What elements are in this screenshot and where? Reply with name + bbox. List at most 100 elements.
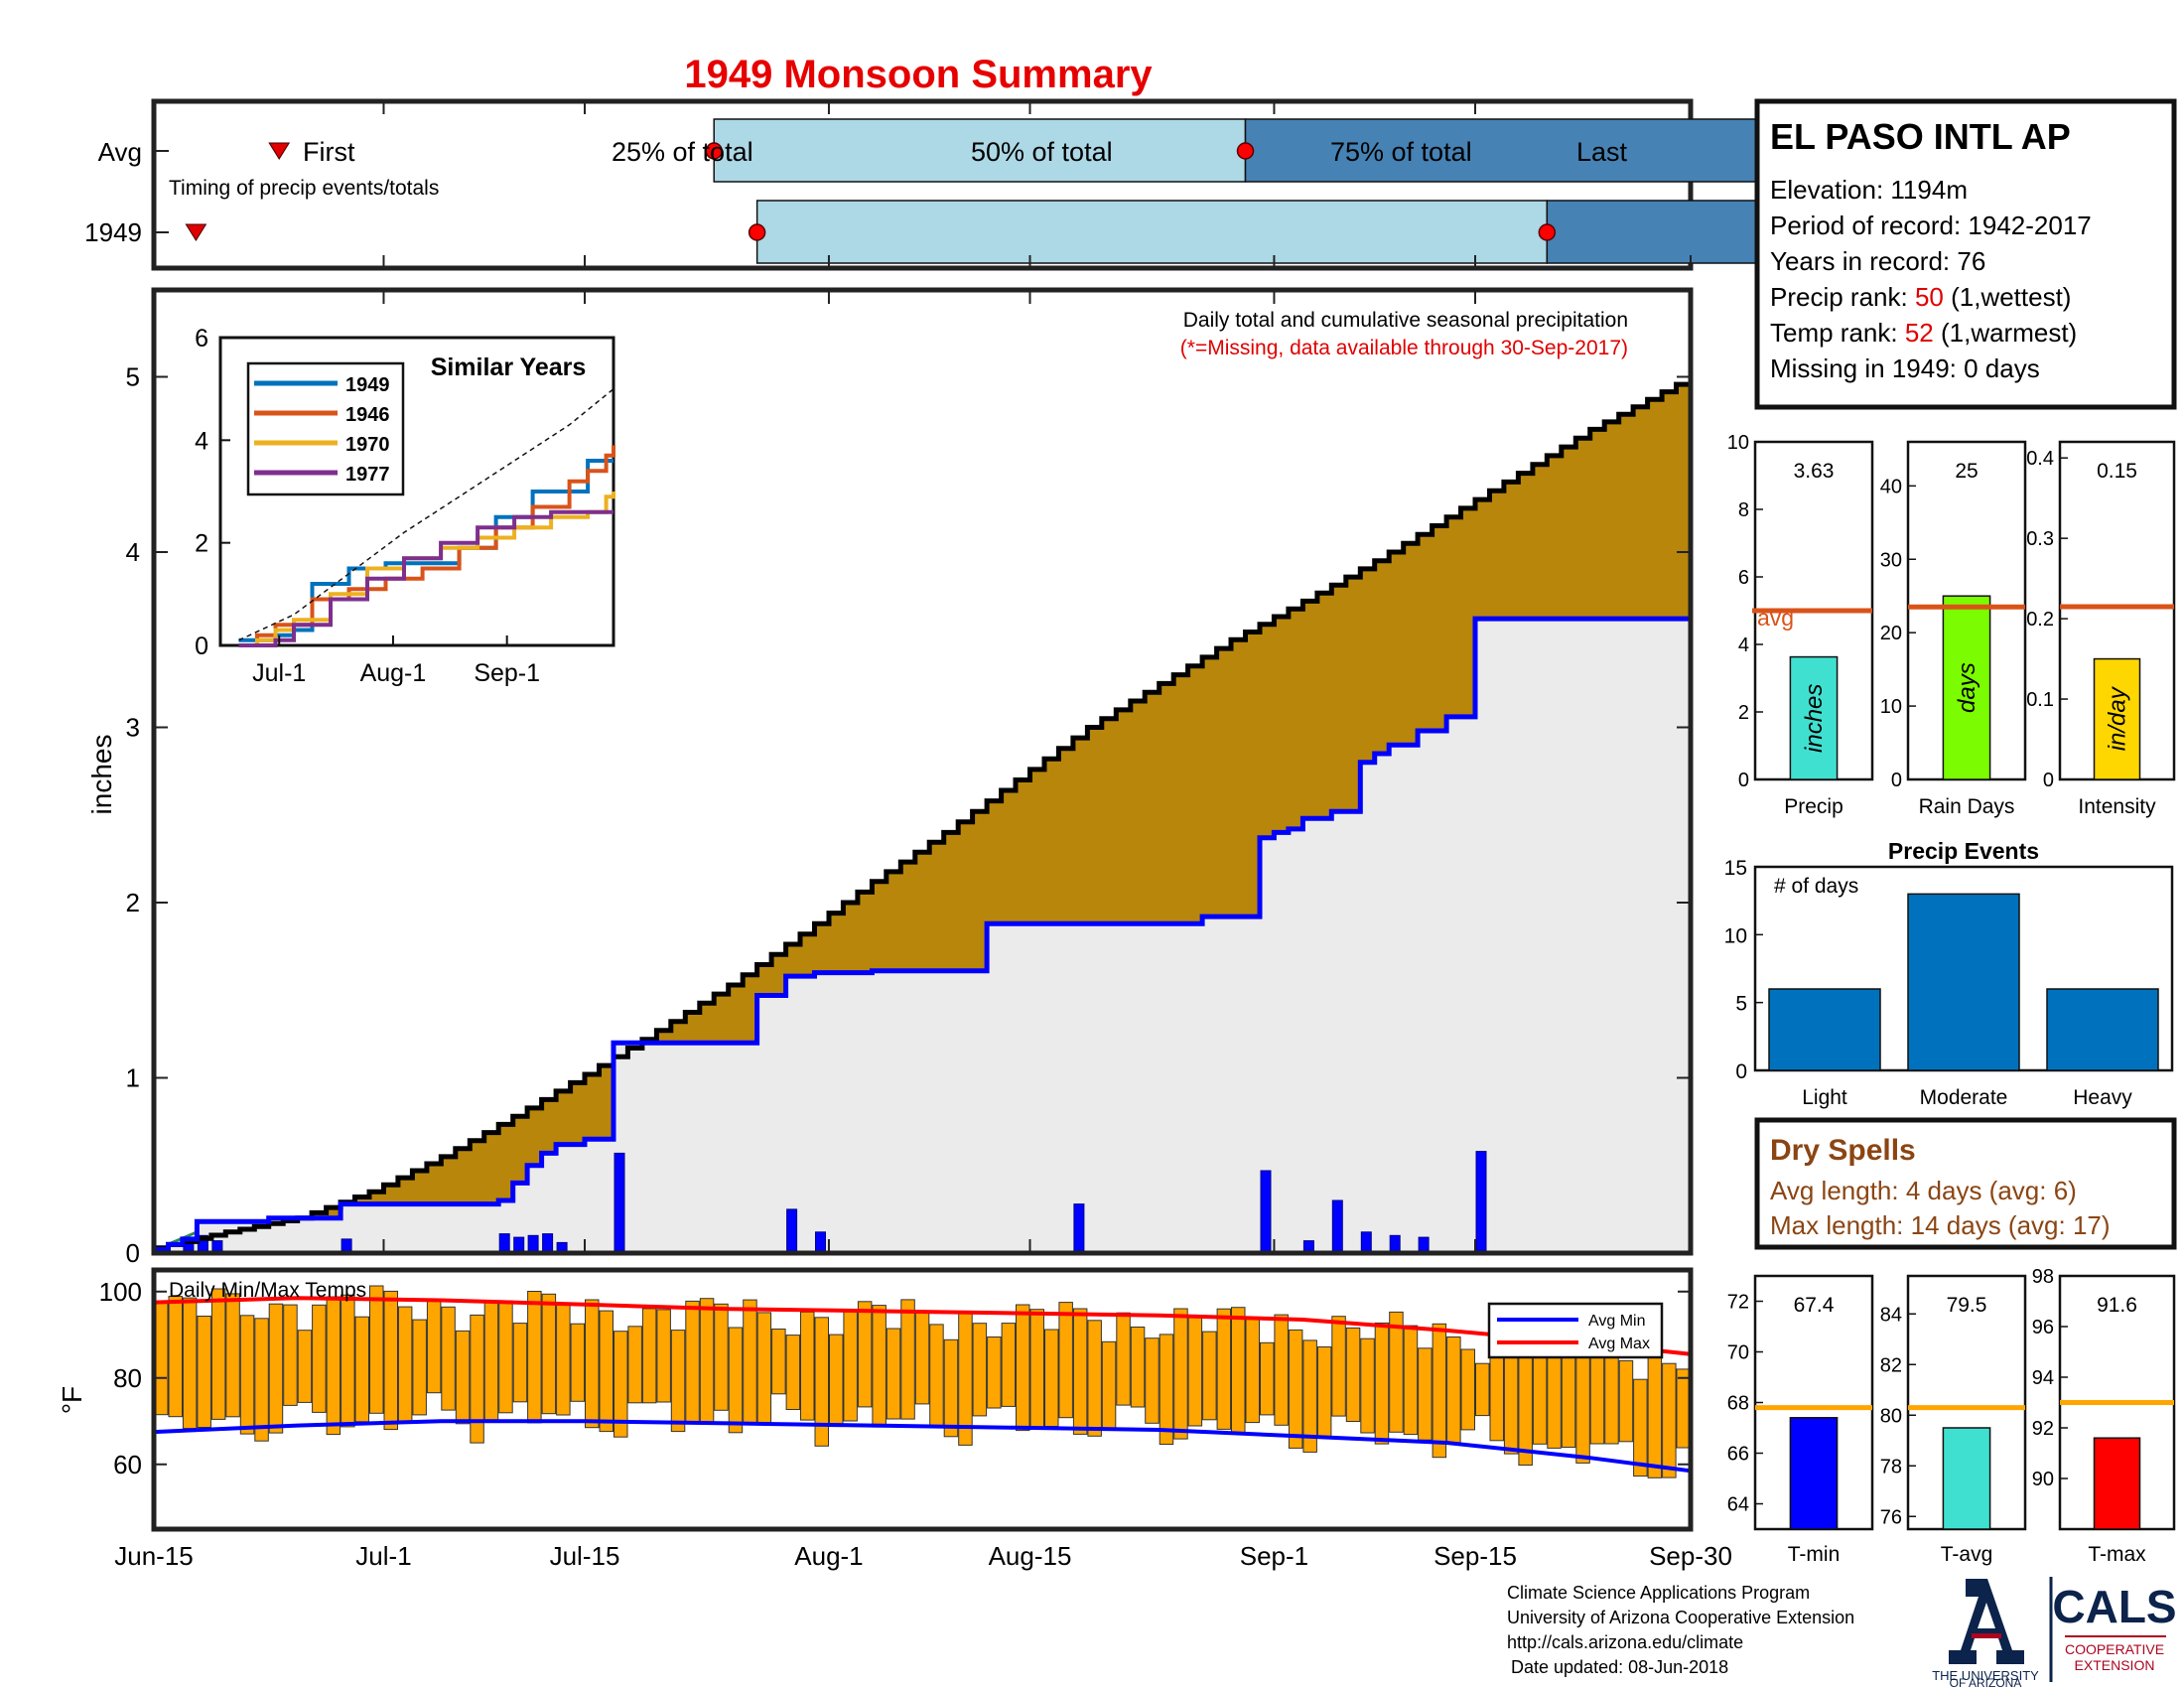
daily-temp-bar — [197, 1316, 211, 1428]
panel-ytick-label: 80 — [1880, 1405, 1902, 1427]
panel-ytick-label: 82 — [1880, 1354, 1902, 1376]
similar-years-inset: 0 2 4 6 Jul-1 Aug-1 Sep-1 Similar Years 1949 1… — [195, 325, 615, 687]
legend-1946-label: 1946 — [345, 404, 390, 426]
daily-precip-bar — [527, 1234, 539, 1254]
precip-event-bar-heavy — [2046, 988, 2159, 1071]
inset-plot: 0 2 4 6 Jul-1 Aug-1 Sep-1 — [195, 325, 615, 687]
daily-temp-bar — [1604, 1344, 1619, 1445]
panel-ytick-label: 6 — [1738, 567, 1749, 589]
inset-series-1946 — [238, 445, 615, 647]
daily-temp-bar — [326, 1296, 341, 1436]
date-tick-label: Jun-15 — [114, 1541, 194, 1571]
daily-temp-bar — [1647, 1347, 1663, 1478]
daily-temp-bar — [900, 1299, 915, 1420]
legend-1970-label: 1970 — [345, 434, 390, 456]
panel-ytick-label: 70 — [1727, 1342, 1749, 1364]
daily-temp-bar — [814, 1317, 829, 1447]
daily-temp-bar — [1331, 1316, 1346, 1417]
panel-ytick-label: 30 — [1880, 549, 1902, 571]
avg-p50-p75-bar — [1244, 118, 1778, 183]
daily-temp-bar — [1360, 1337, 1375, 1434]
precip-event-bar-light — [1768, 988, 1881, 1071]
dry-spells-max: Max length: 14 days (avg: 17) — [1770, 1210, 2111, 1240]
daily-temp-bar — [599, 1310, 614, 1433]
daily-temp-bar — [987, 1336, 1002, 1409]
daily-temp-bar — [354, 1316, 369, 1423]
temperature-chart: 60 80 100 Daily Min/Max Temps °F Avg Min A… — [57, 1267, 1694, 1532]
daily-temp-bar — [182, 1297, 198, 1430]
daily-temp-bar — [1302, 1339, 1317, 1453]
daily-temp-bar — [641, 1308, 657, 1404]
panel-label-tmax: T-max — [2088, 1543, 2146, 1566]
daily-temp-bar — [297, 1330, 313, 1403]
daily-precip-bar — [786, 1208, 798, 1254]
cals-wordmark: CALS — [2052, 1581, 2176, 1632]
timing-note: Timing of precip events/totals — [169, 177, 439, 200]
panel-ytick-label: 0.1 — [2026, 689, 2054, 711]
daily-temp-bar — [268, 1303, 284, 1434]
panel-ytick-label: 0.3 — [2026, 528, 2054, 550]
daily-temp-bar — [498, 1300, 513, 1414]
first-label: First — [303, 137, 355, 167]
date-tick-label: Sep-30 — [1649, 1541, 1732, 1571]
events-ytick-label: 5 — [1735, 993, 1747, 1016]
footer: Climate Science Applications Program Uni… — [1507, 1583, 1854, 1677]
inset-average-line — [238, 388, 614, 641]
timing-avg-label: Avg — [98, 137, 142, 167]
events-plot: 0 5 10 15 Light Moderate Heavy — [1724, 857, 2159, 1109]
daily-temp-bar — [512, 1323, 528, 1403]
daily-temp-bar — [1374, 1322, 1390, 1445]
summary-panel-precip: 0 2 4 6 8 10 3.63 Precip inches — [1727, 432, 1874, 818]
inset-legend: 1949 1946 1970 1977 — [246, 361, 405, 496]
daily-precip-bar — [815, 1231, 826, 1254]
daily-temp-bar — [1389, 1311, 1404, 1433]
panel-ytick-label: 0 — [1738, 770, 1749, 791]
panel-label-rain-days: Rain Days — [1919, 795, 2015, 818]
daily-temp-bar — [341, 1294, 355, 1428]
temp-ytick-label: 80 — [113, 1363, 142, 1393]
daily-temp-bar — [225, 1293, 240, 1418]
summary-panel-rain-days: 0 10 20 30 40 25 Rain Days days — [1880, 440, 2027, 818]
year-p25-p50-bar — [755, 200, 1549, 264]
temp-summary-panels: 64 66 68 70 72 67.4 T-min 76 78 80 82 84 79.5 T-avg 90… — [1727, 1266, 2176, 1566]
daily-precip-bar — [1360, 1231, 1372, 1254]
panel-ytick-label: 98 — [2032, 1266, 2054, 1288]
daily-temp-bar — [1676, 1368, 1691, 1449]
panel-label-intensity: Intensity — [2078, 795, 2156, 818]
main-ytick-label: 3 — [126, 713, 140, 743]
daily-temp-bar — [527, 1291, 542, 1424]
inset-xtick-label: Jul-1 — [252, 659, 306, 687]
timing-p50-marker — [1236, 142, 1255, 160]
summary-panel-tavg: 76 78 80 82 84 79.5 T-avg — [1880, 1274, 2027, 1566]
panel-ytick-label: 78 — [1880, 1456, 1902, 1477]
panel-value-bar-rain-days — [1942, 595, 1991, 780]
daily-temp-bar — [570, 1323, 586, 1402]
main-ytick-label: 1 — [126, 1063, 140, 1093]
panel-value-text-intensity: 0.15 — [2097, 460, 2137, 483]
daily-temp-bar — [1001, 1323, 1017, 1407]
daily-temp-bar — [1345, 1327, 1361, 1423]
daily-temp-bar — [455, 1330, 471, 1425]
avg-max-line — [153, 1296, 1692, 1356]
daily-temp-bar — [1618, 1359, 1634, 1443]
avg-first-marker — [268, 142, 291, 160]
temp-axes: 60 80 100 — [99, 1277, 1691, 1479]
cals-sub-2: EXTENSION — [2075, 1657, 2155, 1673]
daily-precip-bar — [1389, 1234, 1401, 1254]
daily-temp-bar — [254, 1318, 269, 1442]
daily-temp-bar — [843, 1311, 858, 1422]
avg-min-line — [153, 1419, 1692, 1474]
inset-ytick-label: 2 — [195, 530, 208, 558]
temp-legend: Avg Min Avg Max — [1487, 1302, 1664, 1359]
daily-temp-bar — [1288, 1329, 1303, 1449]
precip-event-label: Light — [1802, 1086, 1847, 1109]
daily-temp-bar — [585, 1299, 600, 1429]
daily-temp-bar — [1633, 1378, 1648, 1477]
panel-ytick-label: 96 — [2032, 1317, 2054, 1338]
panel-unit-intensity: in/day — [2105, 685, 2131, 751]
daily-temp-bar — [670, 1330, 686, 1433]
events-ytick-label: 10 — [1724, 924, 1747, 947]
panel-ytick-label: 66 — [1727, 1444, 1749, 1466]
ua-line-2: OF ARIZONA — [1950, 1676, 2022, 1688]
